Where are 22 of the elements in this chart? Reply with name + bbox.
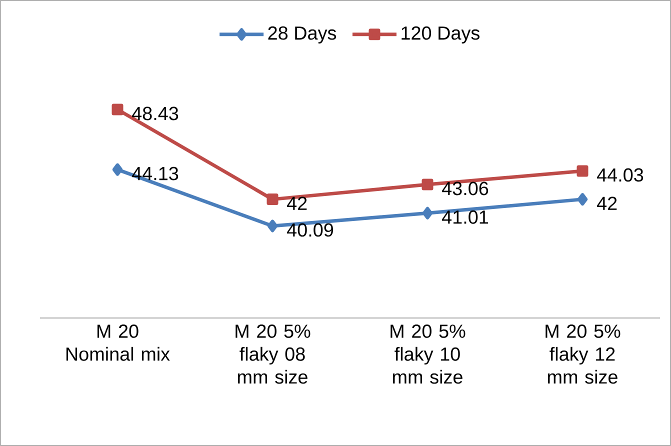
point <box>422 206 433 220</box>
data-label: 42 <box>597 196 617 210</box>
x-tick-label: M 20 Nominal mix <box>66 324 170 361</box>
x-tick-label: M 20 5% flaky 08 mm size <box>236 324 310 384</box>
data-label: 42 <box>287 196 307 210</box>
data-label: 48.43 <box>132 106 178 120</box>
point <box>112 163 123 176</box>
point <box>576 165 588 177</box>
point <box>112 104 124 116</box>
legend-label: 120 Days <box>402 26 480 44</box>
x-tick-label: M 20 5% flaky 12 mm size <box>546 324 620 384</box>
point <box>422 178 434 190</box>
data-label: 44.13 <box>132 166 178 180</box>
data-label: 44.03 <box>597 168 644 182</box>
data-label: 43.06 <box>442 182 488 196</box>
data-label: 41.01 <box>442 210 488 224</box>
x-tick-label: M 20 5% flaky 10 mm size <box>390 324 466 384</box>
legend-label: 28 Days <box>268 26 336 44</box>
data-label: 40.09 <box>287 223 334 237</box>
point <box>577 193 588 206</box>
point <box>267 220 278 232</box>
point <box>266 194 278 206</box>
